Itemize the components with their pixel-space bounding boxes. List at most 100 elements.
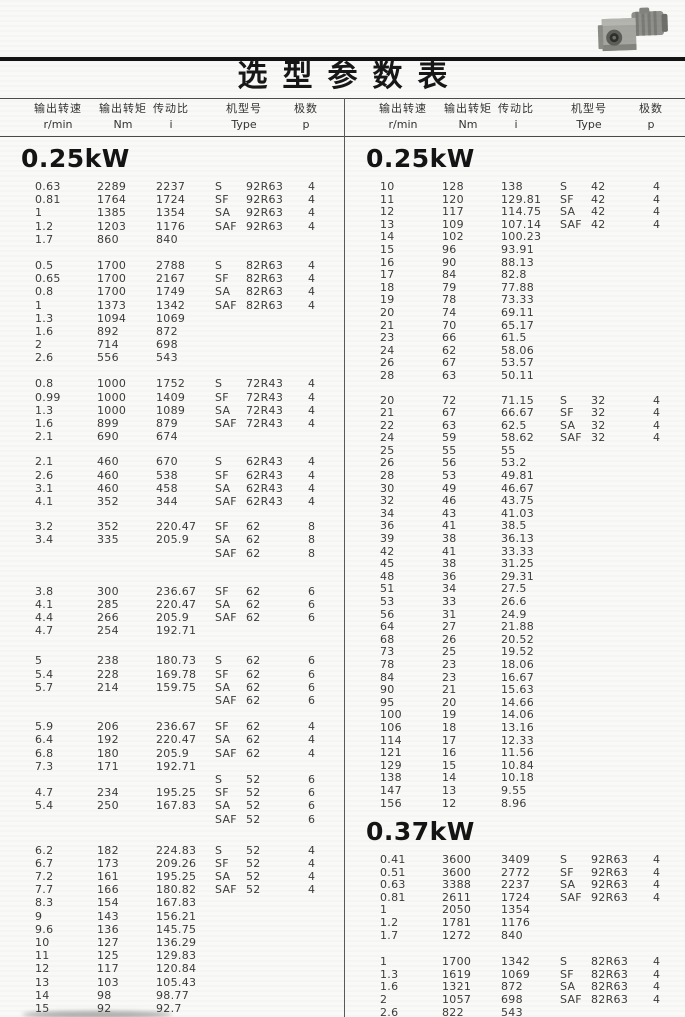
header-label-zh: 输出转矩 — [99, 102, 147, 115]
cell-type-prefix: S — [215, 654, 223, 668]
cell-type-prefix: SF — [215, 468, 229, 482]
cell-type-prefix: SAF — [215, 694, 237, 707]
cell-type-model: 72R43 — [246, 390, 284, 404]
header-label-unit: p — [302, 118, 310, 131]
table-row: 1.3 1619 1069 SF 82R63 4 — [345, 968, 685, 981]
cell-speed: 7.3 — [35, 759, 54, 773]
table-row: 0.65 1700 2167 SF 82R63 4 — [0, 272, 345, 285]
cell-speed: 26 — [380, 356, 395, 370]
cell-speed: 6.4 — [35, 733, 54, 747]
cell-torque: 2611 — [442, 890, 472, 904]
cell-type-prefix: SA — [560, 418, 576, 432]
cell-torque: 143 — [97, 909, 119, 923]
cell-ratio: 145.75 — [156, 922, 197, 936]
cell-speed: 22 — [380, 418, 395, 432]
cell-ratio: 55 — [501, 443, 516, 457]
cell-torque: 70 — [442, 318, 457, 332]
cell-type-prefix: SAF — [215, 298, 237, 312]
cell-torque: 1000 — [97, 403, 127, 417]
cell-torque: 49 — [442, 481, 457, 495]
cell-torque: 102 — [442, 230, 464, 244]
cell-type-model: 62 — [246, 733, 261, 747]
cell-speed: 7.2 — [35, 870, 54, 884]
cell-type-model: 82R63 — [591, 967, 629, 981]
cell-torque: 166 — [97, 883, 119, 897]
table-row: 114 17 12.33 — [345, 734, 685, 747]
cell-type-prefix: SAF — [560, 431, 582, 445]
cell-type-prefix: SF — [215, 720, 229, 734]
cell-poles: 4 — [653, 217, 661, 231]
cell-torque: 74 — [442, 305, 457, 319]
cell-ratio: 192.71 — [156, 759, 197, 773]
cell-torque: 266 — [97, 611, 119, 625]
cell-ratio: 1069 — [156, 311, 186, 325]
cell-speed: 0.5 — [35, 258, 54, 272]
table-row: 1.7 1272 840 — [345, 929, 685, 942]
cell-type-model: 52 — [246, 812, 261, 826]
cell-ratio: 538 — [156, 468, 178, 482]
cell-poles: 4 — [653, 993, 661, 1007]
cell-torque: 460 — [97, 455, 119, 469]
cell-speed: 4.1 — [35, 494, 54, 508]
table-row: 4.4 266 205.9 SAF 62 6 — [0, 611, 345, 624]
cell-torque: 460 — [97, 481, 119, 495]
cell-torque: 38 — [442, 557, 457, 571]
cell-type-prefix: SF — [560, 192, 574, 206]
cell-poles: 4 — [653, 406, 661, 420]
cell-speed: 12 — [380, 205, 395, 219]
cell-speed: 12 — [35, 962, 50, 976]
table-row: 1.2 1203 1176 SAF 92R63 4 — [0, 220, 345, 233]
cell-type-prefix: SAF — [215, 417, 237, 430]
cell-torque: 1700 — [442, 955, 472, 969]
cell-speed: 56 — [380, 607, 395, 621]
cell-ratio: 8.96 — [501, 796, 527, 810]
cell-torque: 41 — [442, 519, 457, 533]
cell-ratio: 2772 — [501, 865, 531, 879]
table-row: 0.81 2611 1724 SAF 92R63 4 — [345, 891, 685, 904]
cell-type-model: 82R63 — [246, 272, 284, 286]
table-row: 1 2050 1354 — [345, 903, 685, 916]
cell-speed: 0.81 — [380, 890, 406, 904]
cell-speed: 0.41 — [380, 853, 406, 867]
cell-poles: 4 — [308, 468, 316, 482]
table-row: 1.3 1000 1089 SA 72R43 4 — [0, 404, 345, 417]
table-row: 21 70 65.17 — [345, 319, 685, 332]
cell-torque: 117 — [442, 205, 464, 219]
table-row: 2.6 460 538 SF 62R43 4 — [0, 469, 345, 482]
table-row: 24 62 58.06 — [345, 344, 685, 357]
cell-torque: 23 — [442, 657, 457, 671]
cell-torque: 128 — [442, 180, 464, 193]
cell-torque: 228 — [97, 667, 119, 681]
cell-ratio: 105.43 — [156, 975, 197, 989]
cell-type-prefix: SA — [560, 878, 576, 892]
cell-torque: 161 — [97, 870, 119, 884]
cell-poles: 4 — [653, 192, 661, 206]
cell-poles: 4 — [653, 955, 661, 969]
table-row: 1.6 1321 872 SA 82R63 4 — [345, 980, 685, 993]
cell-torque: 3388 — [442, 878, 472, 892]
cell-poles: 4 — [308, 417, 316, 430]
header-cell: 机型号 Type — [208, 101, 280, 133]
cell-type-model: 72R43 — [246, 377, 284, 391]
cell-torque: 234 — [97, 786, 119, 800]
cell-ratio: 543 — [501, 1005, 523, 1017]
cell-poles: 4 — [653, 865, 661, 879]
cell-speed: 0.51 — [380, 865, 406, 879]
cell-type-prefix: SA — [560, 980, 576, 994]
cell-type-model: 82R63 — [246, 298, 284, 312]
cell-torque: 892 — [97, 324, 119, 338]
table-row: 14 102 100.23 — [345, 230, 685, 243]
cell-torque: 63 — [442, 418, 457, 432]
cell-ratio: 1752 — [156, 377, 186, 391]
header-label-zh: 传动比 — [498, 102, 534, 115]
table-row: 4.7 254 192.71 — [0, 624, 345, 637]
cell-torque: 98 — [97, 988, 112, 1002]
table-row: 6.4 192 220.47 SA 62 4 — [0, 733, 345, 746]
power-section: 0.37kW 0.41 3600 3409 S 92R63 4 0.51 3600 2772 SF 9… — [345, 819, 685, 1017]
cell-ratio: 10.18 — [501, 771, 534, 785]
cell-type-model: 82R63 — [246, 258, 284, 272]
cell-type-model: 52 — [246, 799, 261, 813]
cell-torque: 250 — [97, 799, 119, 813]
cell-ratio: 872 — [156, 324, 178, 338]
